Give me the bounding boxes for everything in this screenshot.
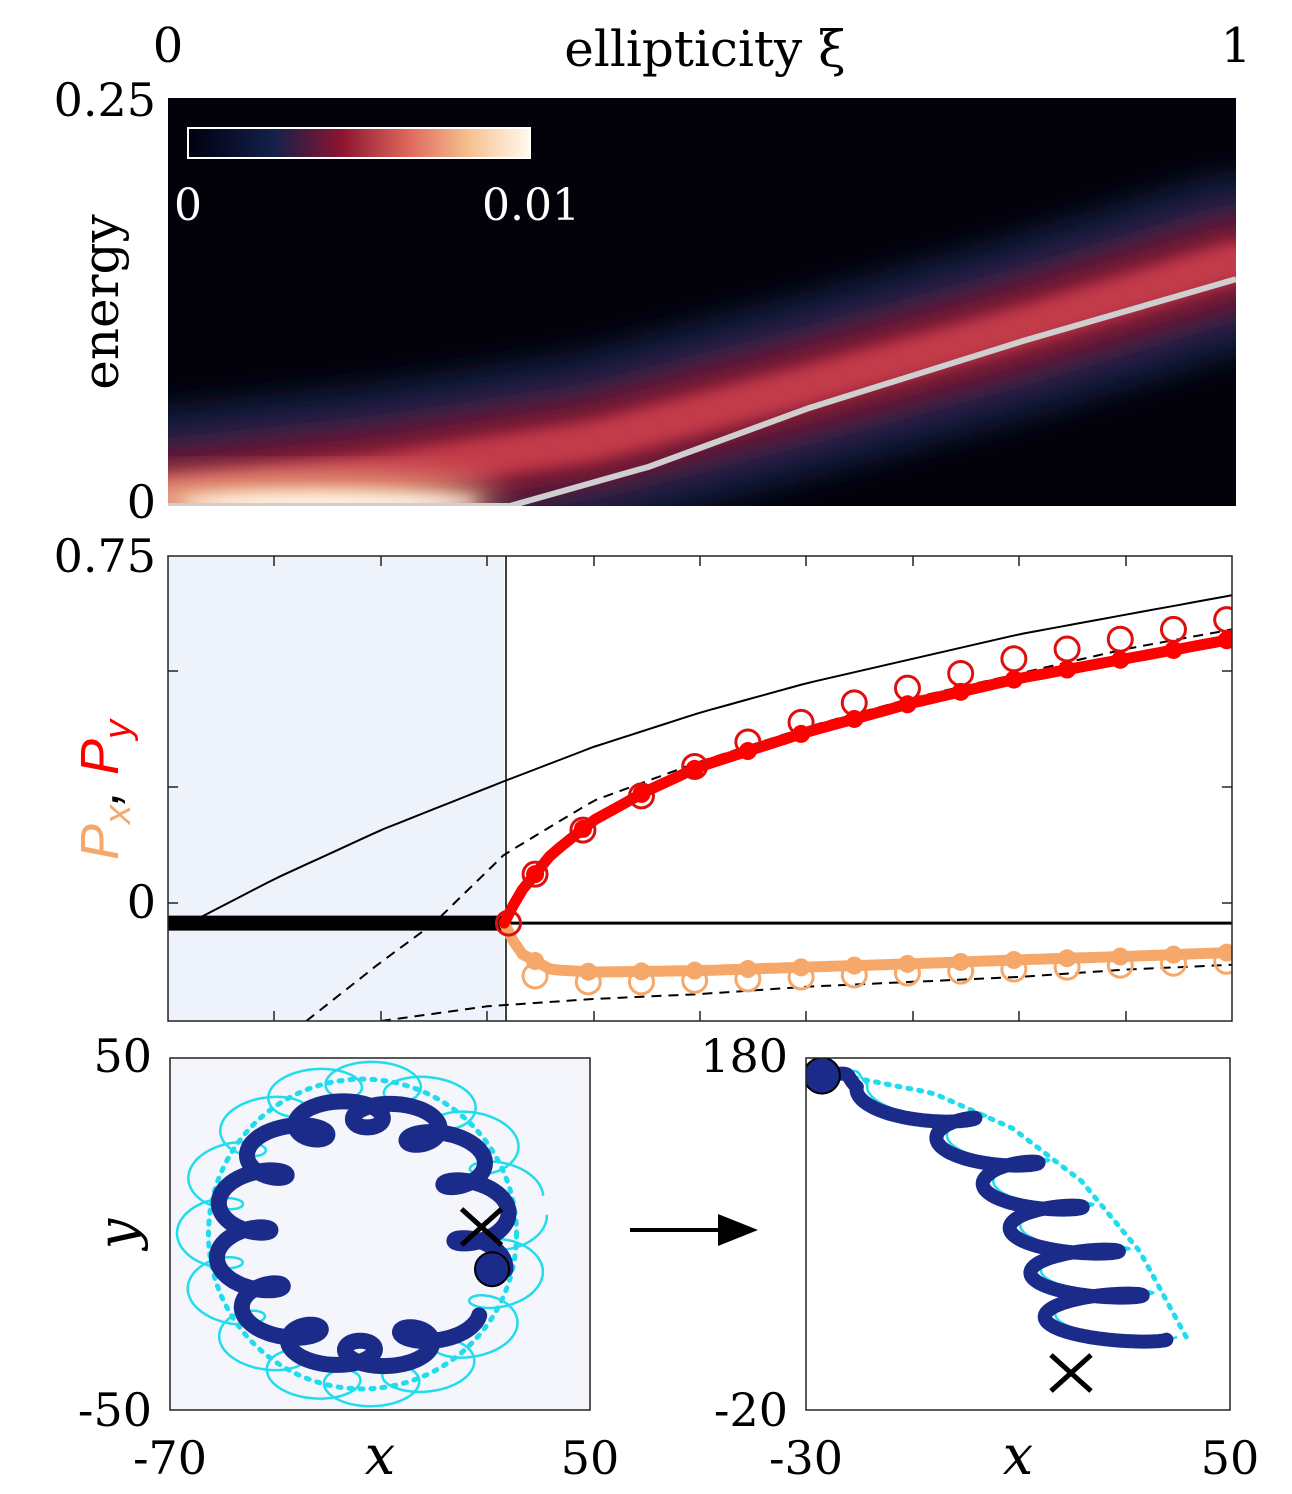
bl-ylabel: y (86, 1217, 149, 1251)
ylabel-separator: , (70, 775, 130, 805)
ylabel-py: P (70, 739, 130, 775)
py-dot (1164, 640, 1183, 659)
transition-arrow (630, 1214, 758, 1246)
colorbar-min-label: 0 (174, 180, 202, 231)
py-dot (685, 759, 704, 778)
guiding-center-path (840, 1073, 1191, 1343)
py-marker (494, 909, 522, 937)
shaded-region (168, 556, 505, 1021)
br-series-layer (806, 1058, 1191, 1393)
bl-y-tick-max: 50 (93, 1029, 152, 1083)
px-dot (526, 952, 545, 971)
py-dot (845, 709, 864, 728)
px-dot (685, 961, 704, 980)
top-y-tick-0: 0 (127, 475, 156, 529)
py-dot (738, 742, 757, 761)
px-dot (1217, 943, 1232, 962)
py-dot (1004, 670, 1023, 689)
heatmap-band (168, 177, 1236, 506)
colorbar (187, 127, 531, 159)
px-dot (1058, 949, 1077, 968)
py-dot (1058, 660, 1077, 679)
py-dot (526, 865, 545, 884)
px-dot (898, 954, 917, 973)
br-y-tick-max: 180 (700, 1029, 788, 1083)
px-dot (845, 956, 864, 975)
heatmap-panel: 0 0.01 ellipticity ξ 0 1 0.25 0 energy (54, 18, 1252, 529)
mid-y-tick-0: 0 (127, 875, 156, 929)
py-dot (951, 682, 970, 701)
br-y-tick-min: -20 (714, 1383, 788, 1437)
mid-ylabel: Px, Py (70, 718, 139, 860)
px-dot (632, 962, 651, 981)
br-xlabel: x (1003, 1424, 1033, 1487)
trajectory-left-panel: 50 -50 -70 50 x y (78, 1029, 619, 1487)
px-dot (738, 960, 757, 979)
mid-ylabel-text: Px, Py (70, 718, 139, 860)
top-y-tick-max: 0.25 (54, 73, 156, 127)
top-ylabel: energy (72, 213, 130, 389)
py-dot (898, 695, 917, 714)
px-dot (1164, 945, 1183, 964)
px-dot (792, 958, 811, 977)
br-x-tick-max: 50 (1201, 1431, 1260, 1485)
ylabel-py-sub: y (97, 718, 139, 742)
bl-xlabel: x (365, 1424, 395, 1487)
px-dot (951, 952, 970, 971)
py-dot (632, 784, 651, 803)
bl-x-tick-min: -70 (133, 1431, 207, 1485)
top-x-tick-1: 1 (1221, 18, 1252, 74)
gray-threshold-line (168, 276, 1236, 506)
trajectory-thick-right (814, 1066, 1174, 1349)
trajectory-right-panel: 180 -20 -30 50 x (700, 1029, 1259, 1487)
bl-axes-box (169, 1057, 591, 1411)
arrow-head (718, 1214, 758, 1246)
end-marker (459, 1207, 504, 1247)
polarization-panel: 0.75 0 Px, Py (54, 529, 1233, 1022)
px-dot (1004, 951, 1023, 970)
py-marker (569, 816, 597, 844)
ylabel-px: P (70, 824, 130, 860)
mid-y-tick-max: 0.75 (54, 529, 156, 583)
band-brightest-spot (180, 492, 480, 506)
bl-x-tick-max: 50 (561, 1431, 620, 1485)
py-marker (681, 752, 709, 780)
trajectory-thick (209, 1093, 517, 1375)
bl-series-layer (175, 1060, 549, 1408)
py-curve (498, 633, 1232, 929)
br-x-tick-min: -30 (769, 1431, 843, 1485)
px-dot (579, 962, 598, 981)
start-marker-right (806, 1058, 841, 1095)
top-title: ellipticity ξ (564, 20, 845, 78)
bl-y-tick-min: -50 (78, 1383, 152, 1437)
px-dot (1111, 947, 1130, 966)
colorbar-max-label: 0.01 (482, 180, 580, 231)
py-dot (1217, 631, 1232, 650)
reference-solid-curve (188, 594, 1232, 924)
py-dot (573, 819, 592, 838)
br-axes-box (805, 1057, 1231, 1411)
mid-series-layer (168, 594, 1232, 1021)
top-x-tick-0: 0 (153, 18, 184, 74)
py-marker (627, 782, 655, 810)
py-marker (521, 860, 549, 888)
end-marker-right (1049, 1353, 1093, 1393)
start-marker (474, 1251, 510, 1288)
ylabel-px-sub: x (97, 803, 139, 826)
mid-ticks (168, 556, 1232, 1021)
py-dot (1111, 650, 1130, 669)
guiding-center-orbit (206, 1076, 519, 1392)
py-dot (792, 724, 811, 743)
